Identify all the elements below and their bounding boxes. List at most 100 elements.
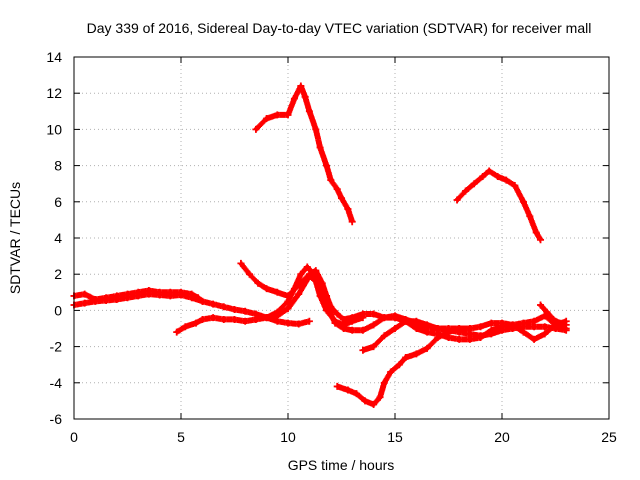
data-point (477, 323, 485, 331)
data-point (134, 288, 142, 296)
data-point (284, 292, 292, 300)
data-point (485, 167, 493, 175)
x-tick-label: 15 (387, 429, 403, 445)
data-point (209, 300, 217, 308)
data-point (284, 111, 292, 119)
data-point (455, 335, 463, 343)
data-point (273, 288, 281, 296)
data-point (305, 107, 313, 115)
data-point (338, 194, 345, 202)
data-point (323, 162, 331, 170)
data-point (380, 379, 388, 387)
data-point (348, 314, 356, 322)
data-point (181, 323, 189, 331)
data-point (209, 314, 217, 322)
y-tick-label: 0 (54, 302, 62, 318)
data-point (301, 93, 309, 101)
data-point (530, 335, 538, 343)
data-point (145, 286, 153, 294)
data-point (316, 281, 324, 289)
data-point (327, 176, 335, 184)
data-point (333, 382, 341, 390)
data-point (305, 317, 313, 325)
x-tick-label: 20 (494, 429, 510, 445)
data-point (340, 325, 348, 332)
data-point (519, 198, 527, 206)
data-point (543, 308, 551, 316)
data-point (466, 335, 474, 343)
data-point (273, 111, 281, 119)
data-point (295, 290, 303, 298)
data-point (445, 325, 452, 332)
data-point (391, 325, 399, 332)
data-point (549, 315, 557, 323)
series-track-10 (537, 301, 570, 329)
data-point (323, 301, 331, 309)
y-tick-label: 14 (46, 49, 62, 65)
data-point (81, 290, 89, 298)
data-point (502, 176, 510, 184)
data-point (198, 297, 206, 305)
series-track-2 (70, 286, 206, 305)
data-point (462, 187, 470, 195)
data-point (297, 82, 305, 90)
data-point (273, 312, 281, 320)
data-point (487, 319, 495, 327)
data-point (423, 344, 431, 352)
data-point (166, 288, 174, 296)
data-point (498, 319, 506, 327)
data-point (412, 317, 420, 325)
data-point (370, 343, 378, 351)
data-point (198, 315, 206, 323)
data-point (297, 270, 305, 278)
data-point (359, 346, 367, 354)
data-point (370, 310, 378, 318)
data-point (192, 319, 200, 327)
data-point (370, 401, 378, 409)
chart-title: Day 339 of 2016, Sidereal Day-to-day VTE… (87, 20, 592, 36)
data-point (312, 125, 320, 133)
data-point (254, 312, 262, 320)
data-point (220, 303, 228, 311)
data-point (237, 259, 245, 267)
data-point (331, 319, 339, 327)
data-point (254, 279, 262, 287)
data-point (519, 328, 527, 336)
data-point (526, 212, 534, 220)
x-tick-label: 25 (601, 429, 617, 445)
x-tick-label: 5 (177, 429, 185, 445)
y-tick-label: 10 (46, 121, 62, 137)
data-point (113, 292, 121, 300)
data-point (509, 321, 517, 329)
data-point (494, 172, 502, 180)
data-point (344, 386, 352, 394)
data-point (263, 285, 271, 293)
data-point (479, 172, 487, 180)
y-axis-label: SDTVAR / TECUs (7, 182, 23, 294)
data-point (220, 315, 228, 323)
data-point (423, 321, 431, 329)
data-point (455, 325, 463, 332)
data-point (333, 310, 341, 318)
data-point (245, 270, 253, 278)
data-point (487, 326, 495, 334)
data-point (541, 330, 549, 338)
axis-ticks: 0 5 10 15 20 25 -6 -4 -2 0 2 4 6 8 10 12 14 (46, 49, 617, 445)
data-point (290, 95, 298, 103)
data-point (466, 325, 474, 332)
y-tick-label: 6 (54, 194, 62, 210)
data-point (348, 326, 356, 334)
series-track-9 (453, 167, 545, 244)
data-point (402, 317, 410, 325)
data-point (303, 263, 311, 271)
data-marks (70, 82, 570, 409)
data-point (380, 332, 388, 340)
y-tick-label: -6 (50, 411, 63, 427)
data-point (91, 296, 99, 304)
data-point (252, 125, 260, 133)
y-tick-label: 2 (54, 266, 62, 282)
y-tick-label: 8 (54, 158, 62, 174)
data-point (263, 314, 271, 322)
